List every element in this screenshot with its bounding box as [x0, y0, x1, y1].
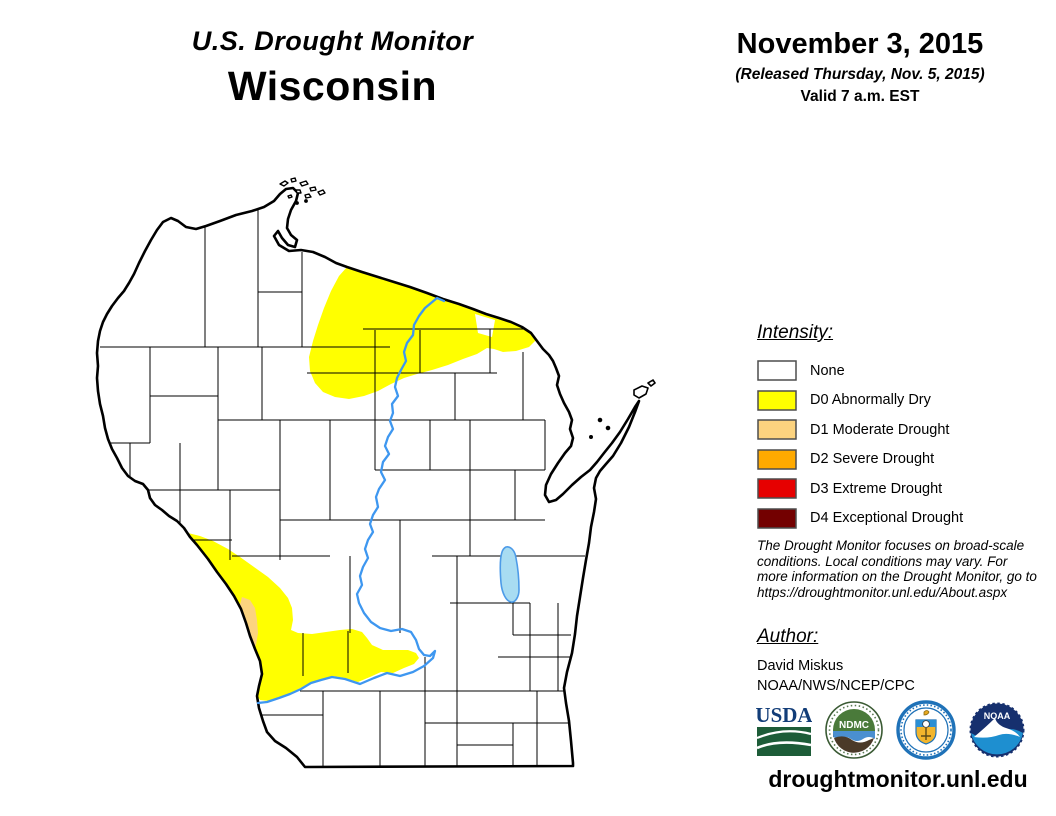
legend-item-d0: D0 Abnormally Dry [757, 386, 1047, 416]
legend-item-d1: D1 Moderate Drought [757, 415, 1047, 445]
legend-label: D0 Abnormally Dry [810, 392, 931, 409]
legend-label: D2 Severe Drought [810, 451, 935, 468]
legend-heading: Intensity: [757, 322, 834, 343]
title-block: U.S. Drought Monitor Wisconsin [160, 26, 505, 110]
d0-region-west [188, 533, 419, 701]
legend-swatch-d1 [757, 419, 797, 440]
legend-label: D4 Exceptional Drought [810, 510, 964, 527]
legend-swatch-d0 [757, 390, 797, 411]
date-block: November 3, 2015 (Released Thursday, Nov… [710, 28, 1010, 106]
ndmc-logo: NDMC [825, 701, 883, 759]
svg-text:USDA: USDA [756, 703, 812, 727]
d0-region-north [309, 267, 536, 399]
commerce-seal-logo [896, 700, 956, 760]
site-url: droughtmonitor.unl.edu [768, 766, 1028, 792]
author-heading: Author: [757, 626, 819, 647]
svg-text:NOAA: NOAA [984, 711, 1011, 721]
legend-label: D3 Extreme Drought [810, 480, 943, 497]
legend-swatch-d2 [757, 449, 797, 470]
release-date: (Released Thursday, Nov. 5, 2015) [735, 66, 985, 83]
wisconsin-river [256, 296, 446, 705]
legend-swatch-none [757, 360, 797, 381]
legend-item-d2: D2 Severe Drought [757, 445, 1047, 475]
intensity-legend: Intensity: None D0 Abnormally Dry D1 Mod… [757, 322, 1047, 533]
noaa-logo: NOAA [969, 702, 1025, 758]
legend-swatch-d4 [757, 508, 797, 529]
washington-island [588, 379, 656, 439]
legend-item-d3: D3 Extreme Drought [757, 474, 1047, 504]
legend-label: None [810, 362, 845, 379]
author-name: David Miskus [757, 658, 844, 674]
author-block: Author: David Miskus NOAA/NWS/NCEP/CPC [757, 626, 1041, 694]
agency-logos: USDA NDMC NOAA [756, 700, 1056, 760]
page-title: U.S. Drought Monitor [191, 26, 474, 56]
valid-time: Valid 7 a.m. EST [800, 88, 920, 105]
state-name: Wisconsin [227, 63, 438, 109]
disclaimer-text: The Drought Monitor focuses on broad-sca… [757, 538, 1037, 600]
usda-logo: USDA [756, 703, 812, 756]
legend-item-none: None [757, 356, 1047, 386]
legend-item-d4: D4 Exceptional Drought [757, 504, 1047, 534]
map-date: November 3, 2015 [736, 28, 984, 60]
legend-swatch-d3 [757, 478, 797, 499]
state-outline [95, 186, 641, 769]
apostle-islands [279, 177, 326, 205]
legend-label: D1 Moderate Drought [810, 421, 950, 438]
svg-text:NDMC: NDMC [839, 720, 869, 731]
lake-winnebago [499, 546, 520, 603]
author-org: NOAA/NWS/NCEP/CPC [757, 678, 915, 694]
